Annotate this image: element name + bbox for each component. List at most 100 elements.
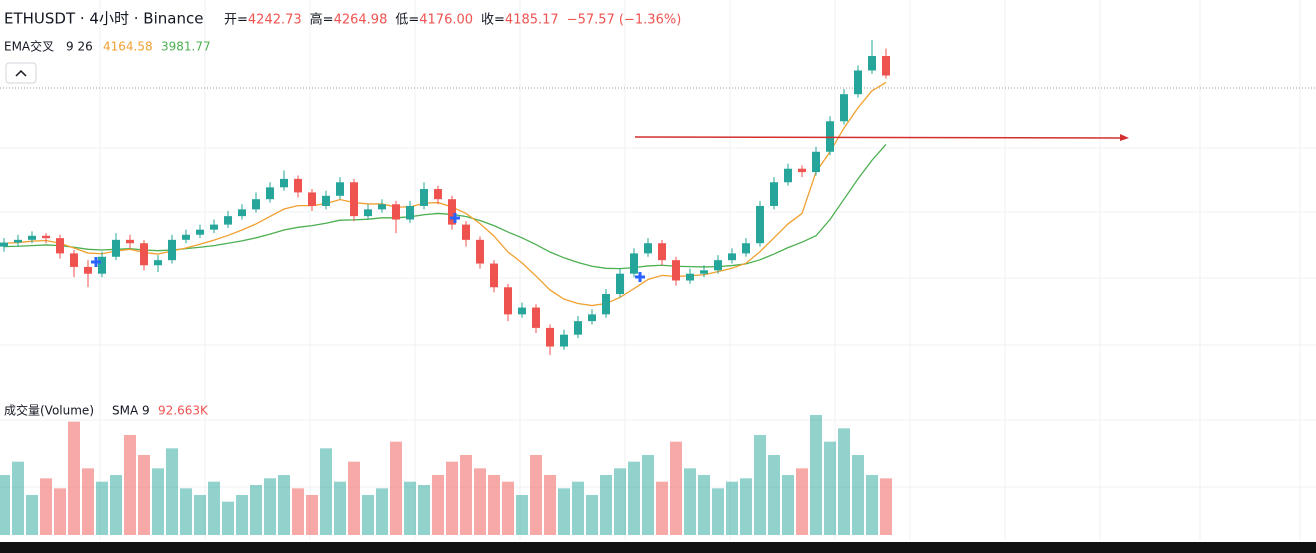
candle-body <box>630 253 638 274</box>
volume-bar <box>810 415 822 535</box>
candle-body <box>868 56 876 71</box>
volume-bar <box>488 475 500 535</box>
candle-body <box>728 253 736 261</box>
candle-body <box>518 307 526 315</box>
volume-bar <box>530 455 542 535</box>
volume-bar <box>586 495 598 535</box>
volume-bar <box>866 475 878 535</box>
volume-bar <box>54 488 66 535</box>
trend-arrow <box>634 134 1129 141</box>
candle-body <box>854 70 862 95</box>
candle-body <box>490 263 498 288</box>
indicator-name: EMA交叉 <box>4 39 54 54</box>
volume-bar <box>656 481 668 535</box>
volume-bar <box>12 461 24 535</box>
volume-bar <box>628 461 640 535</box>
volume-bar <box>404 481 416 535</box>
candle-body <box>602 294 610 315</box>
candle-body <box>252 199 260 210</box>
volume-bar <box>418 485 430 535</box>
volume-bar <box>544 475 556 535</box>
volume-bar <box>138 455 150 535</box>
candle-body <box>840 94 848 122</box>
change: −57.57 (−1.36%) <box>567 13 682 28</box>
volume-bar <box>348 461 360 535</box>
ohlc-label: 收= <box>481 13 505 28</box>
ohlc-value: 4185.17 <box>505 13 559 28</box>
candle-body <box>154 260 162 266</box>
volume-bar <box>236 495 248 535</box>
volume-bar <box>0 475 10 535</box>
candle-body <box>406 205 414 220</box>
volume-bar <box>82 468 94 535</box>
candle-body <box>336 182 344 196</box>
candle-body <box>672 260 680 281</box>
volume-bar <box>446 461 458 535</box>
candle-body <box>574 321 582 335</box>
volume-bar <box>852 455 864 535</box>
volume-sma-label: SMA 9 <box>112 404 150 418</box>
volume-bar <box>320 448 332 535</box>
candle-body <box>532 307 540 328</box>
volume-bar <box>502 481 514 535</box>
volume-bar <box>460 455 472 535</box>
volume-bar <box>516 495 528 535</box>
candle-body <box>140 243 148 266</box>
candle-body <box>112 239 120 257</box>
candle-body <box>504 287 512 315</box>
candle-body <box>98 256 106 274</box>
indicator-params: 9 26 <box>66 40 93 54</box>
volume-bar <box>124 435 136 535</box>
volume-bar <box>572 481 584 535</box>
volume-bar <box>110 475 122 535</box>
volume-bar <box>362 495 374 535</box>
volume-bar <box>712 488 724 535</box>
grid <box>0 0 1316 540</box>
ohlc-label: 低= <box>395 13 419 28</box>
volume-bar <box>796 468 808 535</box>
candle-body <box>238 209 246 217</box>
volume-bar <box>26 495 38 535</box>
candle-body <box>756 205 764 244</box>
candle-body <box>658 243 666 261</box>
symbol: ETHUSDT · 4小时 · Binance <box>4 10 203 28</box>
volume-bar <box>838 428 850 535</box>
volume-bar <box>726 481 738 535</box>
volume-bar <box>278 475 290 535</box>
collapse-button[interactable] <box>5 62 37 84</box>
candle-body <box>742 243 750 254</box>
ohlc-value: 4176.00 <box>419 13 473 28</box>
volume-bar <box>292 488 304 535</box>
ohlc-label: 开= <box>224 13 248 28</box>
candle-body <box>644 243 652 254</box>
ohlc: 开= 4242.73 高= 4264.98 低= 4176.00 收= 4185.17 <box>224 12 559 28</box>
volume-bar <box>250 485 262 535</box>
ohlc-value: 4264.98 <box>334 13 388 28</box>
candle-body <box>378 204 386 210</box>
bottom-bar <box>0 542 1316 553</box>
candle-body <box>798 168 806 173</box>
volume-bar <box>880 478 892 535</box>
volume-bar <box>642 455 654 535</box>
volume-bar <box>222 501 234 535</box>
volume-bar <box>782 475 794 535</box>
ema-line <box>3 143 887 270</box>
volume-bar <box>390 441 402 535</box>
volume-bar <box>194 495 206 535</box>
cross-markers <box>91 213 645 282</box>
volume-bar <box>614 468 626 535</box>
candle-body <box>420 189 428 206</box>
plot <box>0 40 892 535</box>
volume-bar <box>684 468 696 535</box>
candle-body <box>560 334 568 347</box>
volume-bar <box>824 441 836 535</box>
candle-body <box>42 235 50 239</box>
volume-bar <box>376 488 388 535</box>
candle-body <box>224 216 232 225</box>
volume-bar <box>600 475 612 535</box>
ema-line <box>3 81 887 307</box>
candle-body <box>322 195 330 206</box>
candle-body <box>126 239 134 244</box>
